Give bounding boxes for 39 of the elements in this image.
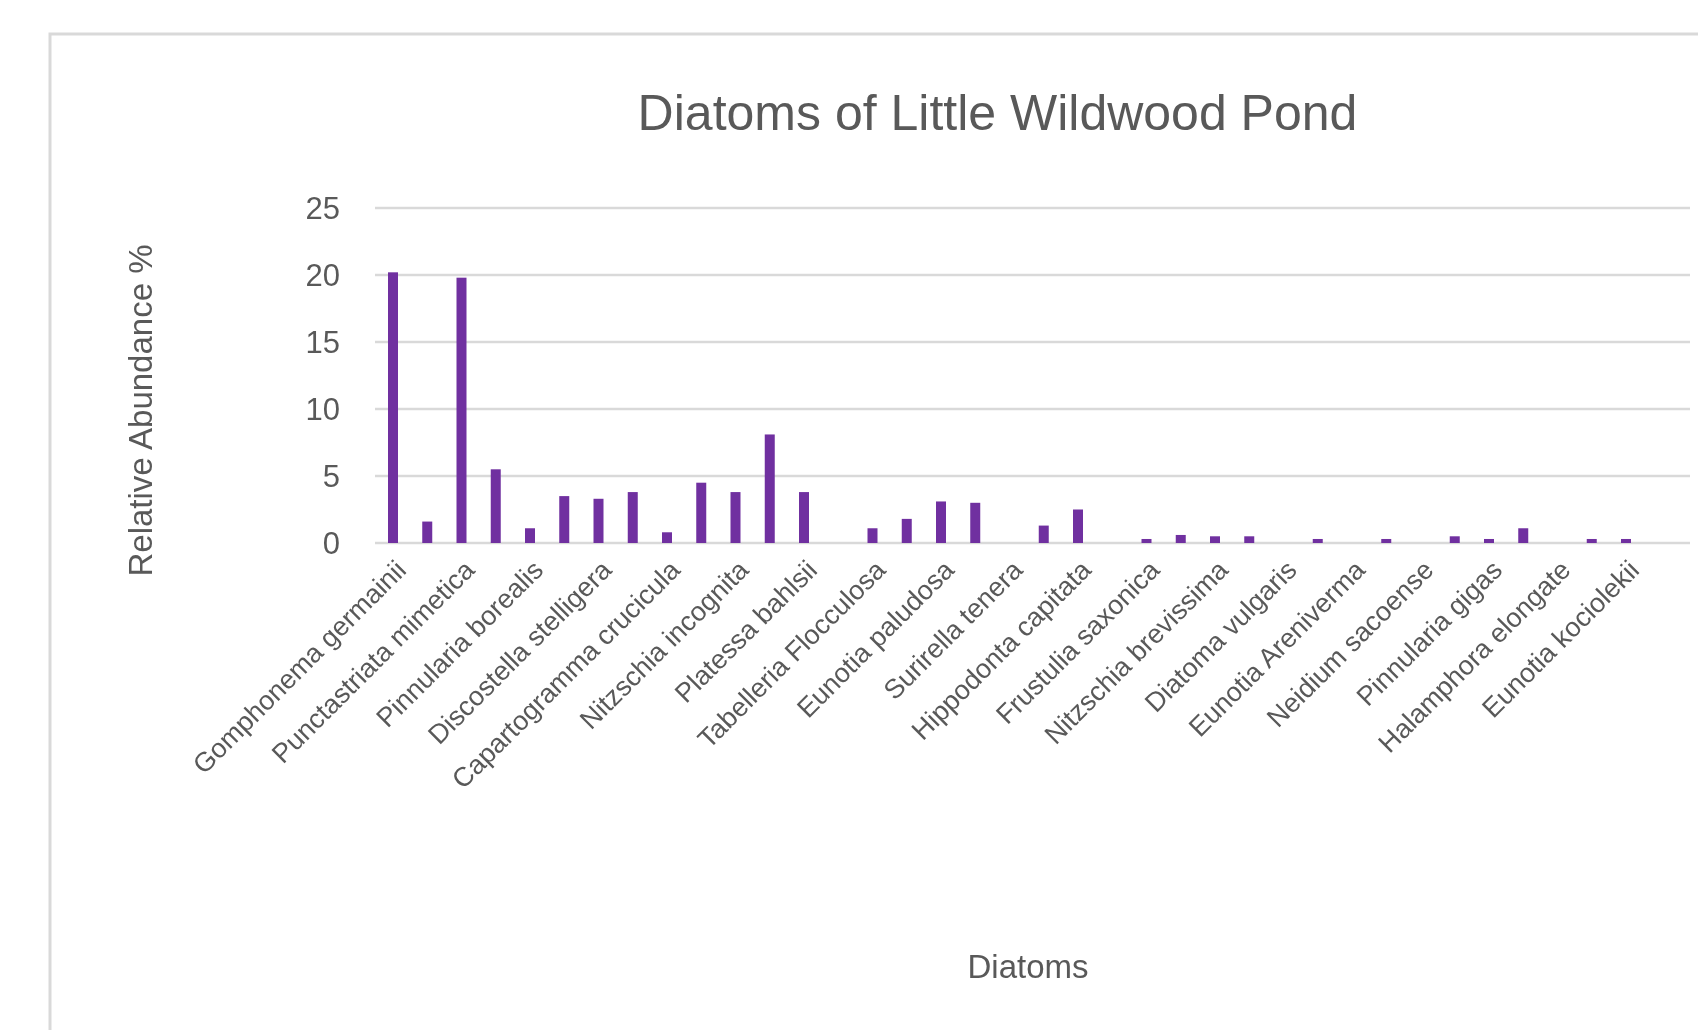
bar (525, 528, 535, 543)
bar (1210, 536, 1220, 543)
bar (1586, 538, 1597, 543)
bar (867, 528, 878, 543)
bar (490, 469, 501, 543)
bar (1381, 538, 1392, 543)
bar (696, 482, 707, 543)
bar (388, 272, 398, 543)
y-tick-label: 20 (305, 257, 340, 293)
chart-title: Diatoms of Little Wildwood Pond (637, 85, 1358, 141)
bar (901, 518, 912, 543)
bar (1073, 509, 1083, 543)
bar (662, 532, 672, 543)
x-axis-title: Diatoms (967, 948, 1089, 985)
bar (1038, 525, 1049, 543)
bar (1312, 538, 1323, 543)
bar (1449, 536, 1460, 543)
bar (1244, 536, 1255, 543)
bar (627, 492, 638, 543)
bar (1484, 538, 1494, 543)
bar (1141, 538, 1152, 543)
bar (970, 502, 981, 543)
bar (936, 501, 946, 543)
bar (593, 498, 604, 543)
bar (1175, 534, 1186, 543)
y-tick-label: 15 (305, 324, 340, 360)
y-tick-label: 5 (322, 458, 340, 494)
bar (799, 492, 809, 543)
bar (1621, 538, 1631, 543)
y-axis-title: Relative Abundance % (122, 244, 159, 577)
y-tick-label: 10 (305, 391, 340, 427)
y-tick-label: 25 (305, 190, 340, 226)
y-tick-label: 0 (322, 525, 340, 561)
bar (456, 277, 467, 543)
bar (730, 492, 741, 543)
bar (1518, 528, 1529, 543)
bar (559, 496, 570, 543)
bar (422, 521, 433, 543)
bar (764, 434, 775, 543)
